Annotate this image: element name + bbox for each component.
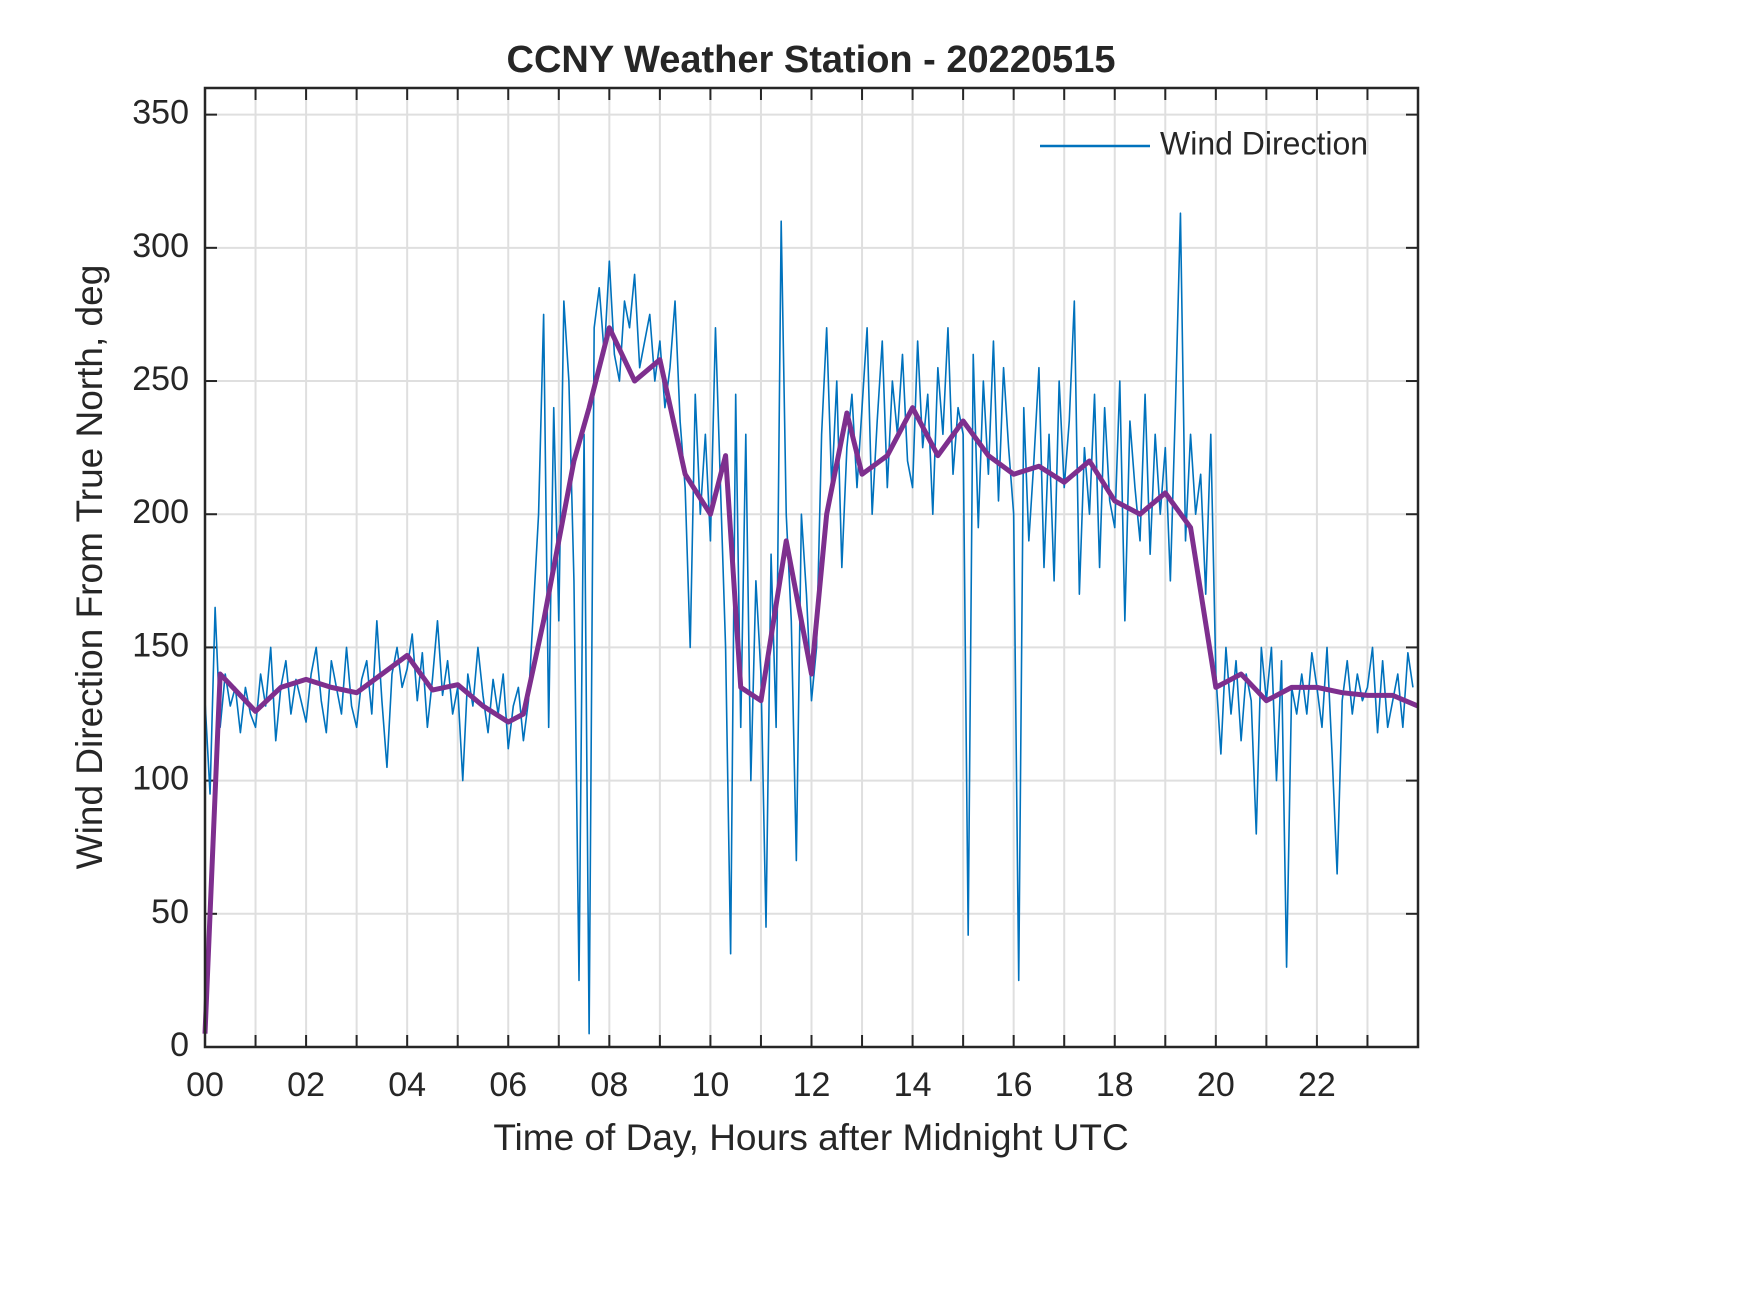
x-tick-label: 14: [894, 1066, 932, 1104]
x-tick-label: 20: [1197, 1066, 1235, 1104]
y-tick-label: 350: [132, 94, 189, 132]
x-tick-label: 22: [1298, 1066, 1336, 1104]
x-tick-label: 02: [287, 1066, 325, 1104]
x-tick-label: 18: [1096, 1066, 1134, 1104]
x-tick-label: 08: [590, 1066, 628, 1104]
x-tick-label: 04: [388, 1066, 426, 1104]
plot-frame: [203, 86, 1420, 1049]
y-tick-label: 50: [151, 893, 189, 931]
x-tick-label: 10: [692, 1066, 730, 1104]
y-tick-label: 150: [132, 626, 189, 664]
x-axis-label: Time of Day, Hours after Midnight UTC: [493, 1117, 1128, 1158]
y-tick-label: 100: [132, 760, 189, 798]
x-tick-label: 00: [186, 1066, 224, 1104]
x-tick-label: 12: [793, 1066, 831, 1104]
y-tick-label: 0: [170, 1026, 189, 1064]
x-tick-label: 16: [995, 1066, 1033, 1104]
x-tick-label: 06: [489, 1066, 527, 1104]
y-tick-label: 200: [132, 493, 189, 531]
y-axis-label: Wind Direction From True North, deg: [69, 265, 110, 870]
series-line: [202, 325, 1419, 1034]
y-tick-label: 250: [132, 360, 189, 398]
legend-label: Wind Direction: [1160, 125, 1368, 161]
chart-title: CCNY Weather Station - 20220515: [507, 39, 1116, 81]
y-tick-label: 300: [132, 227, 189, 265]
